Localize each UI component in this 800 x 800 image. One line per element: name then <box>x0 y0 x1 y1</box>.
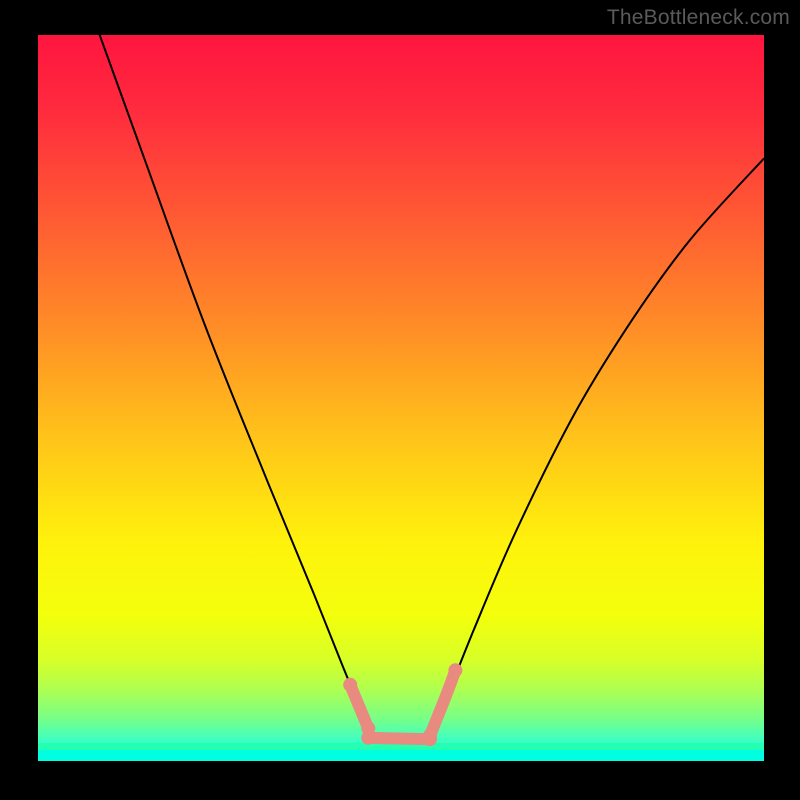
highlight-cap <box>343 678 357 692</box>
highlight-segment <box>430 670 455 735</box>
highlight-cap <box>361 731 375 745</box>
highlight-cap <box>423 729 437 743</box>
watermark-text: TheBottleneck.com <box>607 6 790 30</box>
highlight-cap <box>448 663 462 677</box>
chart-svg <box>38 35 764 761</box>
highlight-segment <box>350 685 368 729</box>
plot-area <box>38 35 764 761</box>
curve-right-branch <box>430 158 764 735</box>
highlight-segment <box>368 738 430 739</box>
highlight-group <box>343 663 462 746</box>
curve-left-branch <box>100 35 372 736</box>
